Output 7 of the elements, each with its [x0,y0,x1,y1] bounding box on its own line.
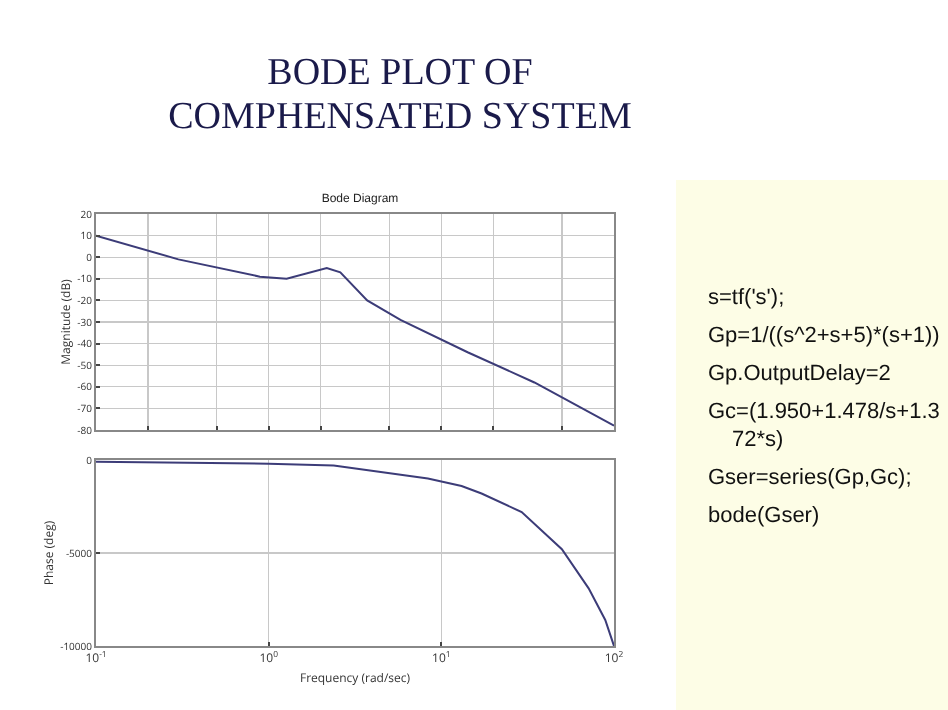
text: bode(Gser) [706,502,822,530]
text: Gp.OutputDelay=2 [706,360,893,388]
text: Gc=(1.950+1.478/s+1.372*s) [706,398,940,454]
text: Gp=1/((s^2+s+5)*(s+1)) [706,322,940,350]
chart-title: BODE PLOT OF COMPHENSATED SYSTEM [166,52,634,140]
text: s=tf('s'); [706,284,787,312]
text: Gser=series(Gp,Gc); [706,464,914,492]
